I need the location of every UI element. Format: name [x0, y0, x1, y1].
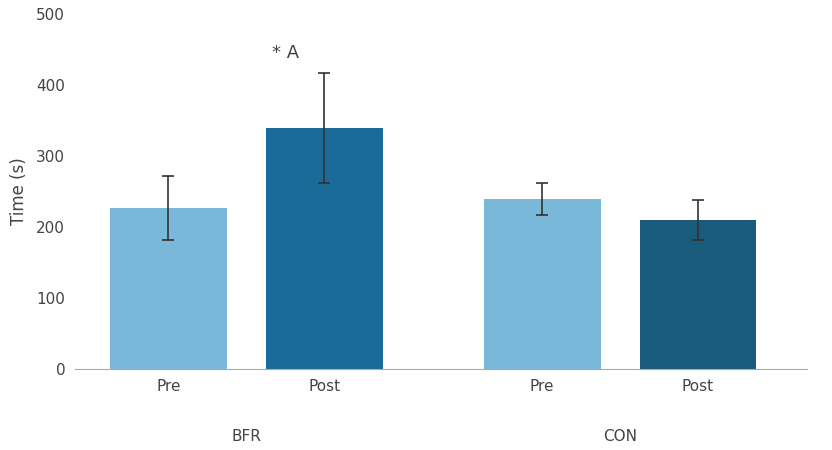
Text: CON: CON [603, 429, 637, 445]
Bar [483, 199, 601, 369]
Text: BFR: BFR [231, 429, 261, 445]
Y-axis label: Time (s): Time (s) [10, 158, 27, 225]
Bar [640, 220, 756, 369]
Bar [110, 208, 227, 369]
Bar [265, 128, 383, 369]
Text: * A: * A [271, 44, 299, 62]
